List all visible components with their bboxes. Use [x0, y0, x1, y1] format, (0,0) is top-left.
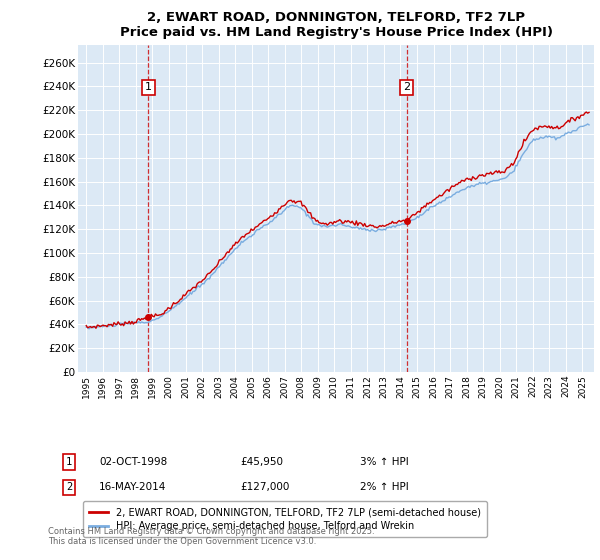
Title: 2, EWART ROAD, DONNINGTON, TELFORD, TF2 7LP
Price paid vs. HM Land Registry's Ho: 2, EWART ROAD, DONNINGTON, TELFORD, TF2 …	[119, 11, 553, 39]
Text: 2% ↑ HPI: 2% ↑ HPI	[360, 482, 409, 492]
Text: 3% ↑ HPI: 3% ↑ HPI	[360, 457, 409, 467]
Text: 02-OCT-1998: 02-OCT-1998	[99, 457, 167, 467]
Text: £45,950: £45,950	[240, 457, 283, 467]
Text: 2: 2	[403, 82, 410, 92]
Text: 2: 2	[66, 482, 72, 492]
Text: Contains HM Land Registry data © Crown copyright and database right 2025.
This d: Contains HM Land Registry data © Crown c…	[48, 527, 374, 546]
Text: £127,000: £127,000	[240, 482, 289, 492]
Text: 1: 1	[66, 457, 72, 467]
Legend: 2, EWART ROAD, DONNINGTON, TELFORD, TF2 7LP (semi-detached house), HPI: Average : 2, EWART ROAD, DONNINGTON, TELFORD, TF2 …	[83, 501, 487, 537]
Text: 16-MAY-2014: 16-MAY-2014	[99, 482, 166, 492]
Text: 1: 1	[145, 82, 152, 92]
